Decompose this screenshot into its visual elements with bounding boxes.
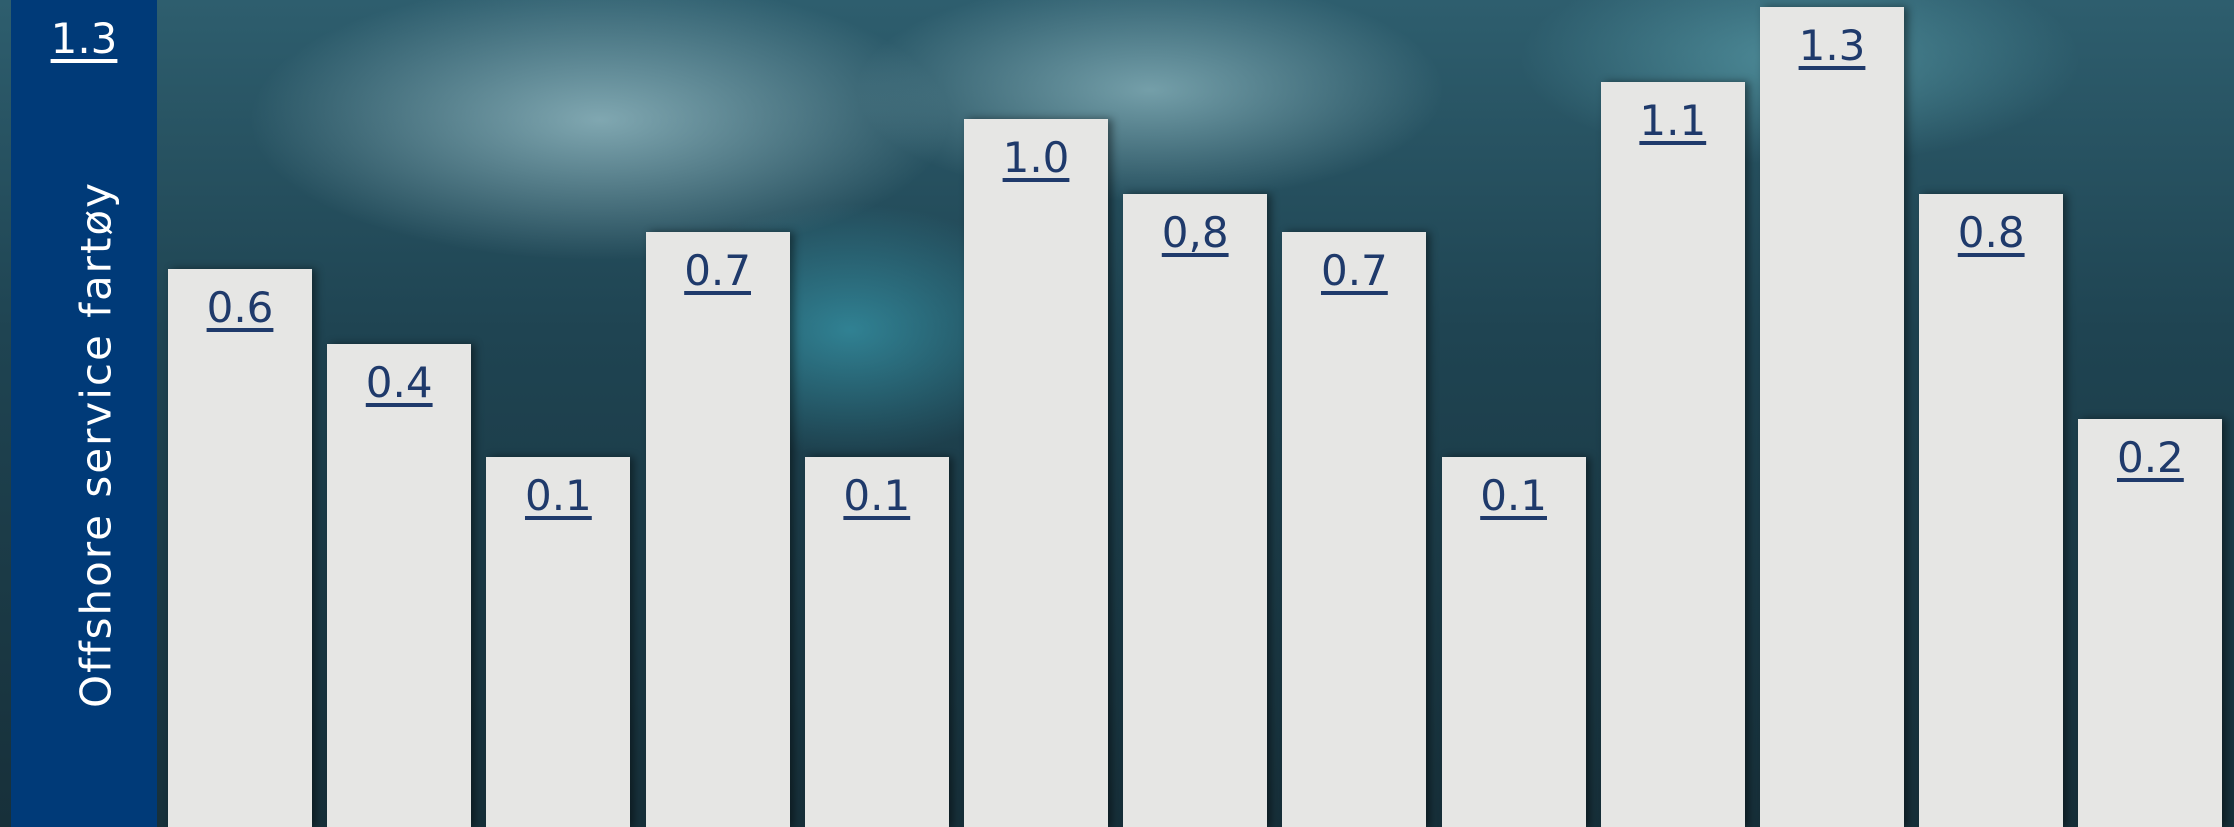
bar[interactable]: 0,8 [1123, 194, 1268, 827]
bar[interactable]: 1.1 [1600, 81, 1745, 827]
bar[interactable]: 1.0 [964, 119, 1108, 827]
bar[interactable]: 0.7 [645, 231, 790, 827]
bar[interactable]: 0.2 [2078, 419, 2223, 827]
value-label[interactable]: 0,8 [1161, 208, 1229, 257]
highlight-value[interactable]: 1.3 [50, 14, 118, 63]
bar[interactable]: 0.1 [804, 456, 949, 827]
highlight-title: Offshore service fartøy [71, 181, 121, 708]
value-label[interactable]: 1.0 [1002, 133, 1070, 182]
value-label[interactable]: 0.4 [365, 358, 433, 407]
value-label[interactable]: 0.7 [1320, 245, 1388, 295]
value-label[interactable]: 0.1 [524, 470, 592, 520]
value-label[interactable]: 0.1 [843, 470, 911, 520]
bar[interactable]: 0.6 [168, 269, 312, 827]
bar[interactable]: 0.4 [327, 344, 472, 827]
bar[interactable]: 0.8 [1919, 194, 2064, 827]
bar[interactable]: 1.3 [1760, 6, 1904, 827]
value-label[interactable]: 0.1 [1480, 470, 1547, 520]
value-label[interactable]: 0.8 [1957, 208, 2025, 257]
bar[interactable]: 0.7 [1282, 231, 1427, 827]
value-label[interactable]: 0.6 [206, 283, 274, 332]
bar[interactable]: 0.1 [486, 456, 631, 827]
bar[interactable]: 0.1 [1441, 456, 1586, 827]
highlight-panel[interactable]: 1.3 Offshore service fartøy [11, 0, 157, 827]
value-label[interactable]: 1.3 [1798, 20, 1866, 70]
value-label[interactable]: 0.2 [2116, 433, 2184, 482]
value-label[interactable]: 0.7 [684, 245, 751, 295]
value-label[interactable]: 1.1 [1639, 95, 1707, 145]
